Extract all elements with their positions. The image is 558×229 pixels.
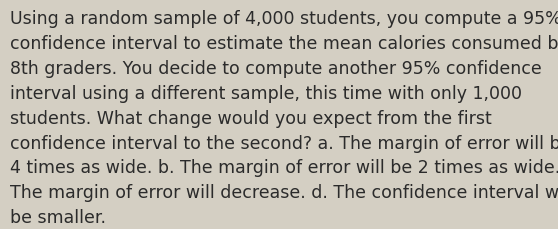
Text: be smaller.: be smaller.: [10, 208, 106, 226]
Text: confidence interval to the second? a. The margin of error will be: confidence interval to the second? a. Th…: [10, 134, 558, 152]
Text: 8th graders. You decide to compute another 95% confidence: 8th graders. You decide to compute anoth…: [10, 60, 542, 78]
Text: Using a random sample of 4,000 students, you compute a 95%: Using a random sample of 4,000 students,…: [10, 10, 558, 28]
Text: The margin of error will decrease. d. The confidence interval will: The margin of error will decrease. d. Th…: [10, 183, 558, 201]
Text: 4 times as wide. b. The margin of error will be 2 times as wide. c.: 4 times as wide. b. The margin of error …: [10, 159, 558, 177]
Text: confidence interval to estimate the mean calories consumed by: confidence interval to estimate the mean…: [10, 35, 558, 53]
Text: students. What change would you expect from the first: students. What change would you expect f…: [10, 109, 492, 127]
Text: interval using a different sample, this time with only 1,000: interval using a different sample, this …: [10, 85, 522, 102]
